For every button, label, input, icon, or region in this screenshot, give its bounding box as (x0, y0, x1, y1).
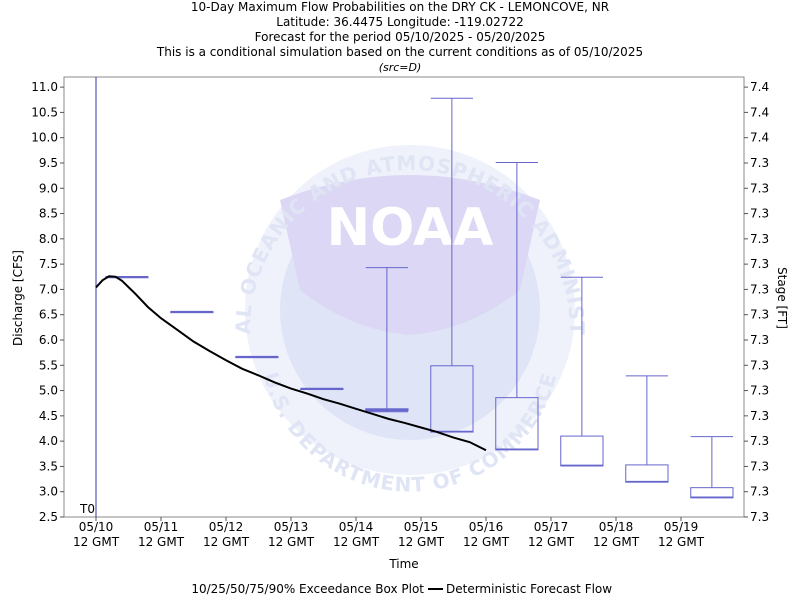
y2-tick-label: 7.3 (750, 308, 769, 322)
x-tick-date: 05/16 (469, 520, 504, 534)
box-iqr (560, 435, 604, 467)
x-tick-date: 05/15 (404, 520, 439, 534)
y2-tick-label: 7.3 (750, 384, 769, 398)
legend-line-label: Deterministic Forecast Flow (446, 582, 612, 596)
x-tick-time: 12 GMT (73, 535, 120, 549)
legend-box-label: 10/25/50/75/90% Exceedance Box Plot (191, 582, 424, 596)
y2-tick-label: 7.3 (750, 181, 769, 195)
y-tick-label: 8.0 (39, 232, 58, 246)
x-tick-time: 12 GMT (138, 535, 185, 549)
y-axis-left: 2.5 3.0 3.5 4.0 4.5 5.0 5.5 6.0 6.5 7.0 7.5 8.0 8.5 9… (31, 80, 64, 524)
deterministic-flow-line (95, 275, 487, 452)
y2-tick-label: 7.3 (750, 282, 769, 296)
plot-area (63, 76, 745, 518)
y2-tick-label: 7.3 (750, 232, 769, 246)
y-tick-label: 5.5 (39, 358, 58, 372)
y-tick-label: 9.5 (39, 156, 58, 170)
y-tick-label: 11.0 (31, 80, 58, 94)
y2-tick-label: 7.3 (750, 434, 769, 448)
box-plot-10 (690, 436, 734, 499)
t0-label: T0 (79, 502, 95, 516)
y-tick-label: 6.5 (39, 308, 58, 322)
y-tick-label: 8.5 (39, 207, 58, 221)
y2-axis-label: Stage [FT] (775, 267, 789, 329)
x-tick-date: 05/17 (534, 520, 569, 534)
x-tick-date: 05/19 (664, 520, 699, 534)
y2-tick-label: 7.4 (750, 105, 769, 119)
box-iqr (690, 487, 734, 499)
legend: 10/25/50/75/90% Exceedance Box Plot Dete… (191, 582, 612, 596)
t0-marker: T0 (79, 77, 97, 517)
y-tick-label: 10.5 (31, 105, 58, 119)
x-tick-date: 05/11 (144, 520, 179, 534)
x-tick-time: 12 GMT (658, 535, 705, 549)
chart-title-block: 10-Day Maximum Flow Probabilities on the… (0, 0, 800, 75)
y-tick-label: 3.5 (39, 459, 58, 473)
x-tick-time: 12 GMT (203, 535, 250, 549)
y2-tick-label: 7.4 (750, 131, 769, 145)
x-tick-date: 05/14 (339, 520, 374, 534)
x-tick-time: 12 GMT (593, 535, 640, 549)
y2-tick-label: 7.3 (750, 156, 769, 170)
box-plot-series (105, 97, 734, 499)
y2-tick-label: 7.3 (750, 358, 769, 372)
x-tick-time: 12 GMT (268, 535, 315, 549)
x-tick-time: 12 GMT (528, 535, 575, 549)
y-tick-label: 4.5 (39, 409, 58, 423)
y-tick-label: 7.0 (39, 282, 58, 296)
y-axis-label: Discharge [CFS] (11, 250, 25, 346)
chart-subtitle-conditions: This is a conditional simulation based o… (156, 45, 644, 59)
y-axis-right: 7.3 7.3 7.3 7.3 7.3 7.3 7.3 7.3 7.3 7.3 7.3 7.3 7.3 7… (744, 80, 769, 524)
watermark-logo-text: NOAA (327, 198, 494, 258)
box-plot-9 (625, 375, 669, 483)
y-tick-label: 9.0 (39, 181, 58, 195)
y-tick-label: 6.0 (39, 333, 58, 347)
noaa-watermark: NOAA NATIONAL OCEANIC AND ATMOSPHERIC AD… (0, 0, 588, 497)
chart-subtitle-source: (src=D) (378, 61, 422, 74)
y2-tick-label: 7.3 (750, 510, 769, 524)
y2-tick-label: 7.3 (750, 459, 769, 473)
y2-tick-label: 7.3 (750, 207, 769, 221)
y2-tick-label: 7.4 (750, 80, 769, 94)
x-tick-date: 05/10 (79, 520, 114, 534)
x-tick-date: 05/18 (599, 520, 634, 534)
x-tick-time: 12 GMT (333, 535, 380, 549)
y-tick-label: 2.5 (39, 510, 58, 524)
y2-tick-label: 7.3 (750, 485, 769, 499)
box-plot-3 (235, 355, 279, 359)
box-plot-5 (365, 267, 409, 413)
chart-subtitle-location: Latitude: 36.4475 Longitude: -119.02722 (276, 15, 524, 29)
y-tick-label: 3.0 (39, 485, 58, 499)
x-tick-date: 05/12 (209, 520, 244, 534)
box-plot-7 (495, 161, 539, 451)
y2-tick-label: 7.3 (750, 257, 769, 271)
box-plot-8 (560, 276, 604, 467)
x-tick-time: 12 GMT (398, 535, 445, 549)
x-axis-label: Time (388, 557, 418, 571)
box-iqr (625, 464, 669, 483)
y-tick-label: 10.0 (31, 131, 58, 145)
y2-tick-label: 7.3 (750, 333, 769, 347)
chart-title: 10-Day Maximum Flow Probabilities on the… (190, 0, 610, 14)
y-tick-label: 7.5 (39, 257, 58, 271)
chart-subtitle-period: Forecast for the period 05/10/2025 - 05/… (254, 30, 546, 44)
x-tick-time: 12 GMT (463, 535, 510, 549)
box-plot-2 (170, 310, 214, 314)
y-tick-label: 5.0 (39, 384, 58, 398)
box-plot-4 (300, 387, 344, 391)
y2-tick-label: 7.3 (750, 409, 769, 423)
deterministic-forecast-series (95, 275, 487, 452)
y-tick-label: 4.0 (39, 434, 58, 448)
x-tick-date: 05/13 (274, 520, 309, 534)
